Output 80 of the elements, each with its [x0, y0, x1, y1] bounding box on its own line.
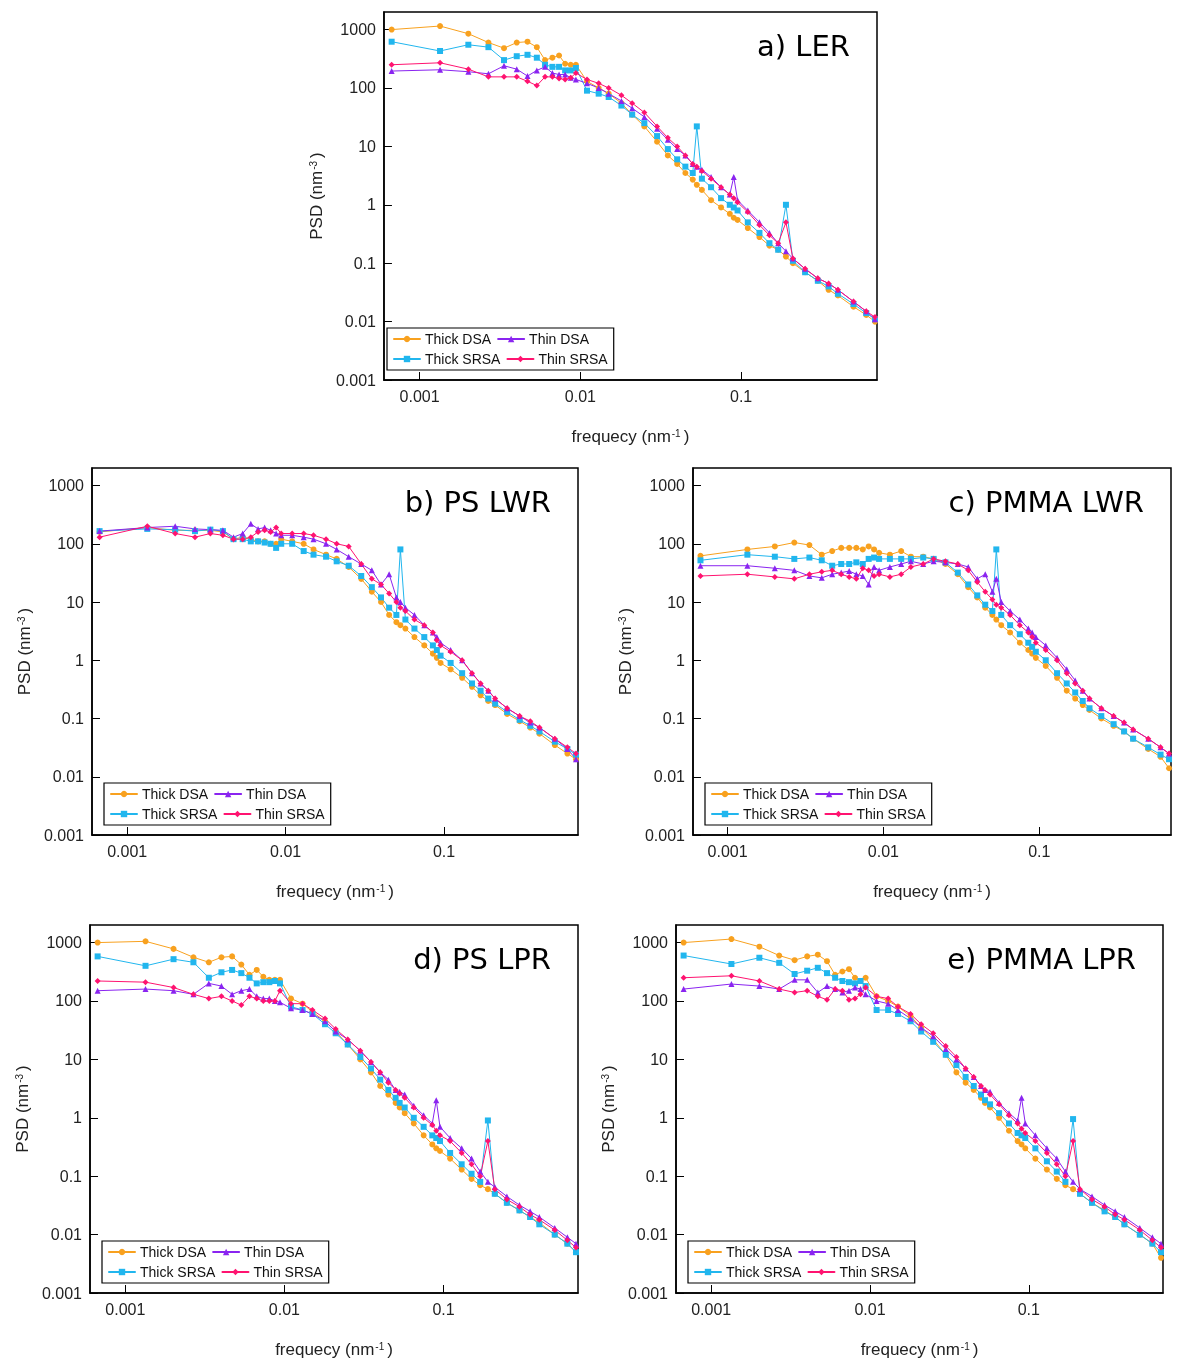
x-tick-label: 0.1: [432, 842, 456, 860]
y-tick-label: 0.1: [59, 1167, 83, 1185]
y-tick-label: 1000: [632, 934, 669, 952]
text: d) PS LPR: [413, 941, 552, 976]
y-tick-label: 10: [650, 1050, 669, 1068]
x-tick-label: 0.01: [268, 1300, 301, 1318]
legend-label: Thick DSA: [726, 1244, 793, 1260]
x-tick-label: 0.001: [107, 842, 148, 860]
y-tick-label: 1000: [649, 477, 686, 495]
legend-label: Thin DSA: [529, 331, 590, 347]
x-tick-label: 0.001: [399, 387, 440, 405]
legend-label: Thin SRSA: [839, 1264, 910, 1280]
legend-label: Thick DSA: [743, 786, 810, 802]
legend-label: Thick DSA: [142, 786, 209, 802]
x-tick-label: 0.01: [854, 1300, 886, 1318]
y-axis-title: PSD (nm-3): [13, 1065, 33, 1153]
y-tick-label: 1: [659, 1109, 669, 1127]
legend-label: Thin SRSA: [255, 806, 326, 822]
y-tick-label: 10: [64, 1050, 83, 1068]
y-tick-label: 1: [676, 651, 686, 669]
text: c) PMMA LWR: [948, 484, 1145, 519]
y-tick-label: 1: [75, 651, 85, 669]
legend-label: Thin DSA: [830, 1244, 891, 1260]
y-axis-title: PSD (nm-3): [599, 1065, 619, 1153]
legend-label: Thin SRSA: [538, 351, 609, 367]
y-tick-label: 0.001: [41, 1284, 83, 1302]
legend-label: Thin DSA: [244, 1244, 305, 1260]
y-tick-label: 0.1: [662, 710, 686, 728]
legend-label: Thick DSA: [425, 331, 492, 347]
x-tick-label: 0.001: [105, 1300, 146, 1318]
y-tick-label: 0.1: [645, 1167, 669, 1185]
legend-label: Thin DSA: [246, 786, 307, 802]
y-tick-label: 100: [641, 992, 669, 1010]
x-tick-label: 0.1: [1017, 1300, 1041, 1318]
y-tick-label: 0.001: [627, 1284, 669, 1302]
y-tick-label: 100: [57, 535, 85, 553]
y-tick-label: 0.01: [50, 1226, 83, 1244]
text: a) LER: [757, 28, 850, 63]
legend-label: Thick SRSA: [140, 1264, 217, 1280]
y-tick-label: 0.1: [61, 710, 85, 728]
x-tick-label: 0.1: [432, 1300, 455, 1318]
y-axis-title: PSD (nm-3): [307, 152, 326, 240]
y-tick-label: 1: [367, 196, 377, 214]
y-tick-label: 10: [358, 137, 377, 155]
y-axis-title: PSD (nm-3): [616, 607, 636, 696]
x-tick-label: 0.1: [730, 387, 753, 405]
y-tick-label: 0.01: [344, 313, 377, 331]
y-tick-label: 100: [55, 992, 83, 1010]
legend-label: Thin DSA: [847, 786, 908, 802]
y-tick-label: 1: [73, 1109, 83, 1127]
x-tick-label: 0.001: [707, 842, 748, 860]
y-tick-label: 0.01: [653, 768, 686, 786]
legend-label: Thick SRSA: [743, 806, 820, 822]
y-tick-label: 1000: [340, 21, 377, 39]
y-tick-label: 0.001: [644, 826, 686, 844]
y-tick-label: 1000: [46, 934, 83, 952]
y-tick-label: 0.01: [636, 1226, 669, 1244]
y-tick-label: 0.001: [335, 371, 377, 389]
legend-label: Thick SRSA: [142, 806, 219, 822]
y-tick-label: 100: [658, 535, 686, 553]
legend-label: Thin SRSA: [856, 806, 927, 822]
text: b) PS LWR: [404, 484, 551, 519]
y-tick-label: 1000: [48, 477, 85, 495]
x-tick-label: 0.01: [270, 842, 302, 860]
legend-label: Thin SRSA: [253, 1264, 324, 1280]
legend-label: Thick SRSA: [726, 1264, 803, 1280]
y-axis-title: PSD (nm-3): [15, 607, 35, 696]
y-tick-label: 0.01: [52, 768, 85, 786]
y-tick-label: 0.001: [43, 826, 85, 844]
x-tick-label: 0.01: [564, 387, 597, 405]
legend-label: Thick SRSA: [425, 351, 502, 367]
y-tick-label: 100: [349, 79, 377, 97]
y-tick-label: 0.1: [353, 254, 377, 272]
x-tick-label: 0.1: [1028, 842, 1051, 860]
y-tick-label: 10: [667, 593, 686, 611]
x-tick-label: 0.001: [691, 1300, 732, 1318]
y-tick-label: 10: [66, 593, 85, 611]
x-tick-label: 0.01: [867, 842, 900, 860]
text: e) PMMA LPR: [947, 941, 1137, 976]
legend-label: Thick DSA: [140, 1244, 207, 1260]
